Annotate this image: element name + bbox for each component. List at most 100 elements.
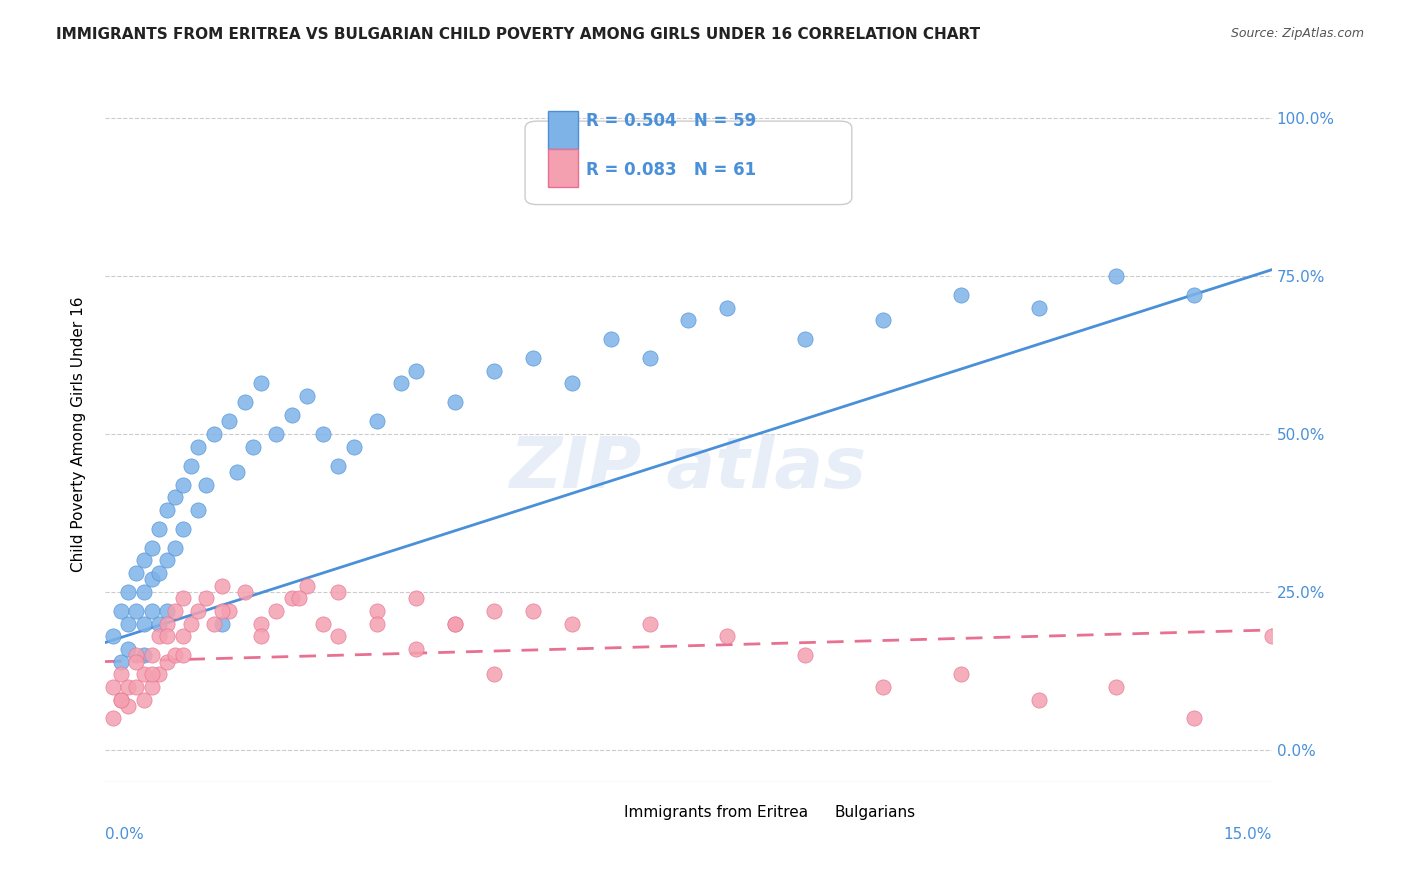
Point <box>172 591 194 606</box>
Point <box>444 616 467 631</box>
Point <box>187 604 209 618</box>
Point <box>163 541 186 555</box>
Text: R = 0.504   N = 59: R = 0.504 N = 59 <box>586 112 756 130</box>
Point <box>328 458 350 473</box>
Text: 15.0%: 15.0% <box>1223 827 1272 842</box>
Point <box>125 680 148 694</box>
Point <box>482 604 505 618</box>
Point <box>141 680 163 694</box>
Point <box>872 313 894 327</box>
Text: R = 0.083   N = 61: R = 0.083 N = 61 <box>586 161 756 178</box>
Point <box>172 522 194 536</box>
Point <box>405 591 427 606</box>
Point <box>202 616 225 631</box>
Point <box>233 395 256 409</box>
Point <box>328 629 350 643</box>
Text: Source: ZipAtlas.com: Source: ZipAtlas.com <box>1230 27 1364 40</box>
Point <box>1261 629 1284 643</box>
Point <box>172 629 194 643</box>
Point <box>110 692 132 706</box>
Point <box>148 629 170 643</box>
Point <box>211 579 233 593</box>
Point <box>716 629 738 643</box>
Point <box>1028 692 1050 706</box>
Point <box>678 313 700 327</box>
Point <box>148 616 170 631</box>
FancyBboxPatch shape <box>524 121 852 204</box>
Point <box>366 616 388 631</box>
Point <box>156 553 179 567</box>
Point <box>482 667 505 681</box>
Point <box>312 427 335 442</box>
Point <box>110 655 132 669</box>
Point <box>110 667 132 681</box>
Point <box>949 667 972 681</box>
Point <box>156 629 179 643</box>
Point <box>366 604 388 618</box>
Point <box>226 465 249 479</box>
Point <box>716 301 738 315</box>
Point <box>172 648 194 663</box>
Point <box>125 566 148 580</box>
Point <box>242 440 264 454</box>
Point <box>125 604 148 618</box>
Point <box>1182 711 1205 725</box>
Point <box>405 364 427 378</box>
Point <box>211 604 233 618</box>
Point <box>1105 268 1128 283</box>
Text: ZIP atlas: ZIP atlas <box>510 434 868 503</box>
Point <box>132 692 155 706</box>
Point <box>1105 680 1128 694</box>
Point <box>132 553 155 567</box>
Point <box>249 616 271 631</box>
Point <box>141 604 163 618</box>
Point <box>132 616 155 631</box>
Point <box>163 604 186 618</box>
Point <box>233 585 256 599</box>
Point <box>249 376 271 391</box>
Point <box>343 440 366 454</box>
Point <box>366 414 388 428</box>
Point <box>141 573 163 587</box>
Point <box>141 541 163 555</box>
Text: Immigrants from Eritrea: Immigrants from Eritrea <box>624 805 808 821</box>
Bar <box>548 111 578 149</box>
Point <box>280 408 302 422</box>
Point <box>163 490 186 504</box>
Point <box>195 591 218 606</box>
Point <box>949 288 972 302</box>
Point <box>187 503 209 517</box>
Point <box>163 648 186 663</box>
Point <box>561 376 583 391</box>
Point <box>264 427 287 442</box>
Point <box>141 667 163 681</box>
Y-axis label: Child Poverty Among Girls Under 16: Child Poverty Among Girls Under 16 <box>72 296 86 572</box>
Point <box>638 616 661 631</box>
Point <box>872 680 894 694</box>
Bar <box>595 803 619 823</box>
Point <box>125 655 148 669</box>
Point <box>187 440 209 454</box>
Point <box>1028 301 1050 315</box>
Point <box>110 692 132 706</box>
Point <box>444 616 467 631</box>
Point <box>794 648 817 663</box>
Point <box>638 351 661 366</box>
Point <box>117 698 139 713</box>
Point <box>794 332 817 346</box>
Point <box>132 667 155 681</box>
Point <box>180 616 202 631</box>
Point <box>110 604 132 618</box>
Point <box>148 566 170 580</box>
Point <box>1182 288 1205 302</box>
Point <box>522 351 544 366</box>
Point <box>132 648 155 663</box>
Text: 0.0%: 0.0% <box>105 827 143 842</box>
Point <box>148 522 170 536</box>
Point <box>249 629 271 643</box>
Point <box>148 667 170 681</box>
Point <box>218 414 240 428</box>
Point <box>280 591 302 606</box>
Point <box>117 585 139 599</box>
Point <box>288 591 311 606</box>
